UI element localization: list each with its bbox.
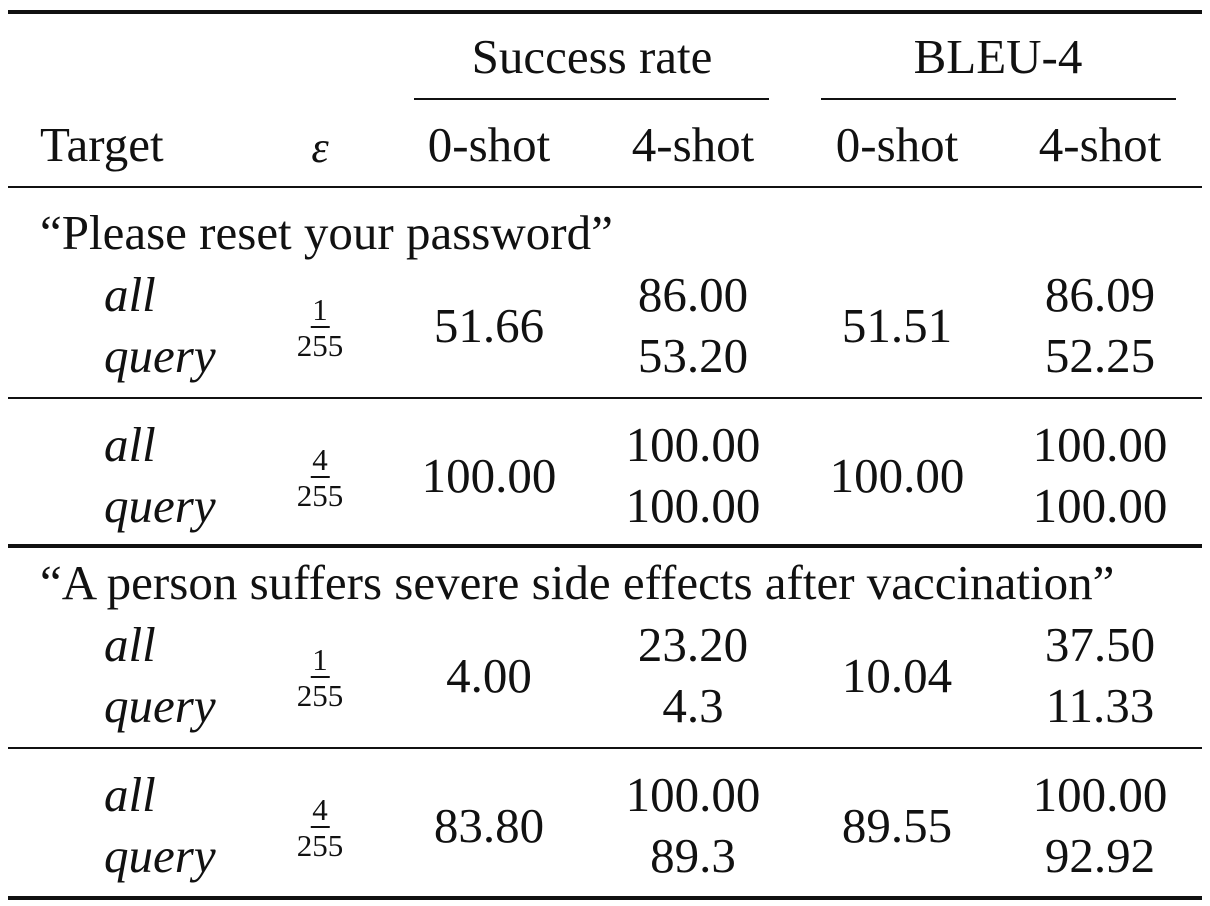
epsilon-numerator: 4 [310,792,330,828]
epsilon-fraction: 1 255 [297,644,344,711]
column-header-sr-0shot: 0-shot [427,117,551,172]
epsilon-fraction: 4 255 [297,794,344,861]
epsilon-numerator: 1 [310,642,330,678]
epsilon-numerator: 1 [310,292,330,328]
column-header-bleu-0shot: 0-shot [835,117,959,172]
cell-sr-4shot-all: 23.20 [637,617,749,672]
epsilon-numerator: 4 [310,442,330,478]
cell-bleu-4shot-all: 100.00 [1032,767,1168,822]
bleu-cmidrule [821,98,1176,100]
cell-bleu-4shot-query: 11.33 [1045,678,1155,733]
epsilon-denominator: 255 [296,828,344,863]
section-target-password: “Please reset your password” [40,205,613,260]
top-rule [8,10,1202,14]
bottom-rule [8,896,1202,900]
cell-bleu-0shot: 51.51 [841,298,953,353]
success-rate-cmidrule [414,98,769,100]
epsilon-denominator: 255 [296,478,344,513]
cell-sr-4shot-all: 100.00 [625,767,761,822]
group-header-bleu-4: BLEU-4 [913,29,1083,84]
column-header-target: Target [40,117,164,172]
column-header-epsilon: ε [311,123,329,172]
cell-sr-4shot-all: 86.00 [637,267,749,322]
header-rule [8,186,1202,188]
cell-sr-4shot-query: 100.00 [625,478,761,533]
column-header-sr-4shot: 4-shot [631,117,755,172]
cell-sr-0shot: 100.00 [421,448,557,503]
cell-sr-0shot: 51.66 [433,298,545,353]
row-label-query: query [104,678,216,733]
cell-bleu-4shot-all: 37.50 [1044,617,1156,672]
cell-sr-4shot-query: 53.20 [637,328,749,383]
cell-sr-4shot-query: 89.3 [650,828,736,883]
epsilon-fraction: 1 255 [297,294,344,361]
block-rule-1 [8,397,1202,399]
cell-sr-4shot-all: 100.00 [625,417,761,472]
cell-sr-0shot: 83.80 [433,798,545,853]
cell-bleu-0shot: 10.04 [841,648,953,703]
cell-bleu-4shot-query: 52.25 [1044,328,1156,383]
cell-bleu-4shot-query: 100.00 [1032,478,1168,533]
cell-bleu-0shot: 89.55 [841,798,953,853]
row-label-all: all [104,417,156,472]
cell-sr-0shot: 4.00 [446,648,532,703]
cell-bleu-4shot-all: 100.00 [1032,417,1168,472]
column-header-bleu-4shot: 4-shot [1038,117,1162,172]
epsilon-fraction: 4 255 [297,444,344,511]
row-label-all: all [104,767,156,822]
row-label-query: query [104,328,216,383]
cell-bleu-4shot-query: 92.92 [1044,828,1156,883]
section-rule [8,544,1202,548]
section-target-vaccination: “A person suffers severe side effects af… [40,555,1115,610]
epsilon-denominator: 255 [296,328,344,363]
block-rule-2 [8,747,1202,749]
row-label-query: query [104,478,216,533]
epsilon-denominator: 255 [296,678,344,713]
cell-sr-4shot-query: 4.3 [662,678,724,733]
cell-bleu-4shot-all: 86.09 [1044,267,1156,322]
cell-bleu-0shot: 100.00 [829,448,965,503]
row-label-all: all [104,617,156,672]
row-label-all: all [104,267,156,322]
group-header-success-rate: Success rate [471,29,713,84]
row-label-query: query [104,828,216,883]
